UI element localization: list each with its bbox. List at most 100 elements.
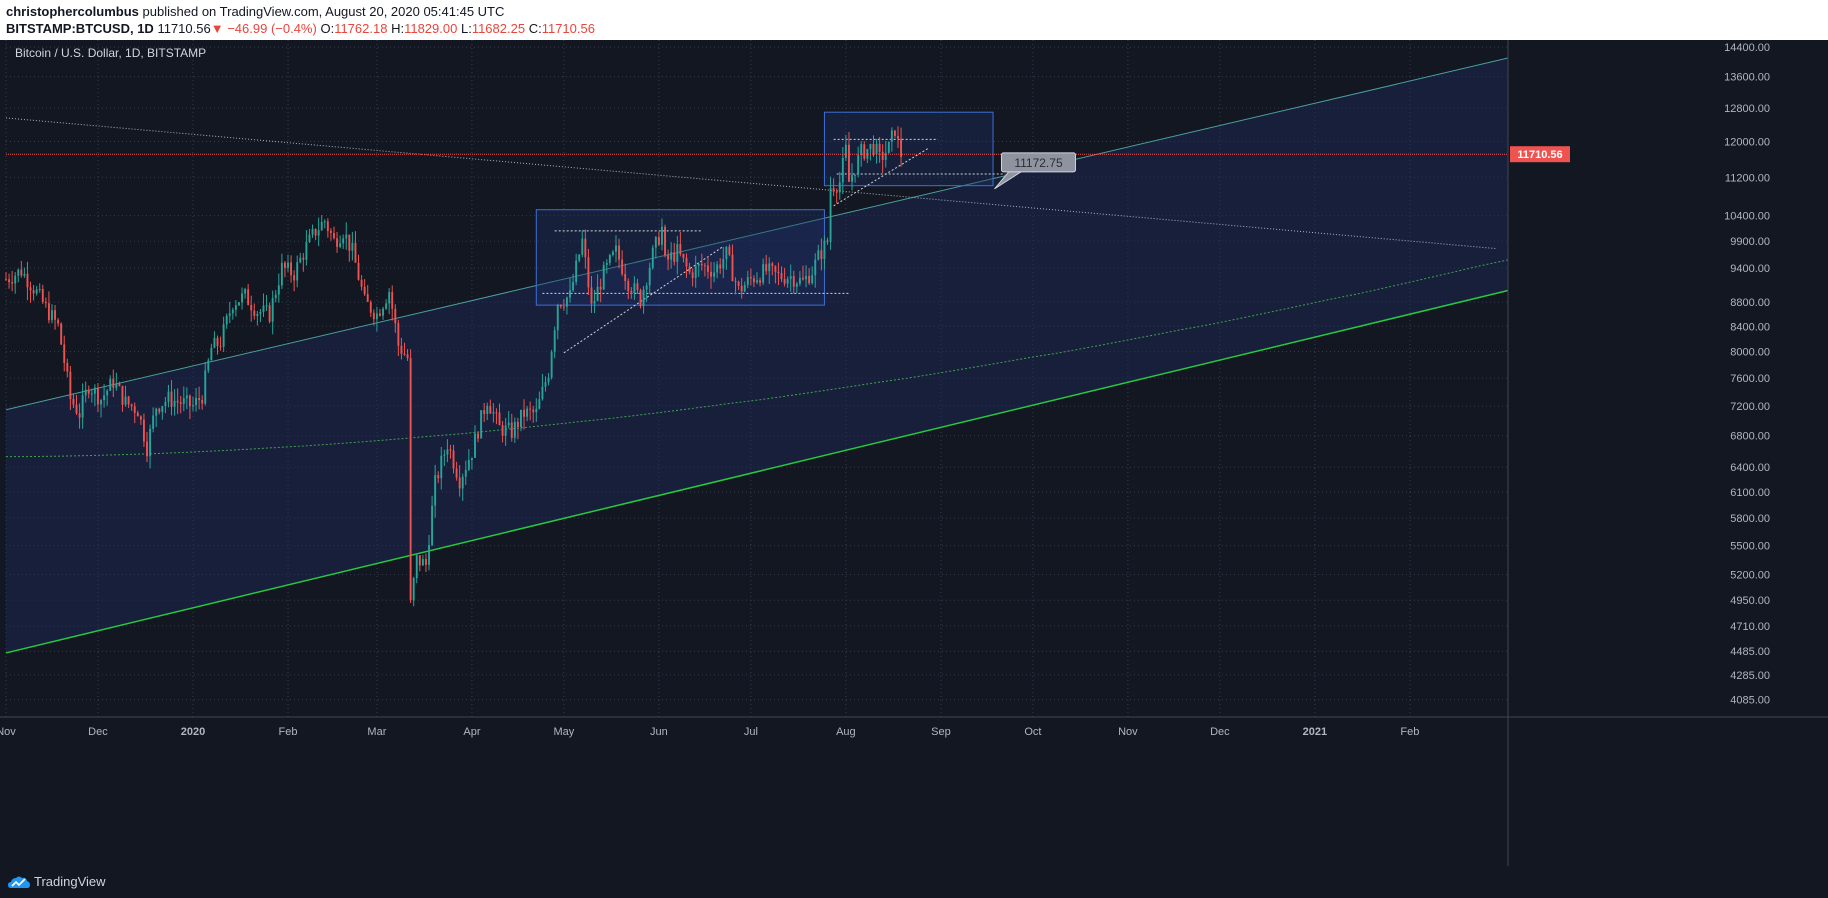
candle-body (501, 425, 504, 436)
y-tick-label: 8800.00 (1730, 297, 1770, 309)
candle-body (75, 404, 78, 414)
candle-body (57, 319, 60, 324)
candle-body (884, 153, 887, 160)
candle-body (210, 347, 213, 361)
candle-body (26, 273, 29, 288)
candle-body (142, 419, 145, 442)
channel-fill (6, 58, 1508, 653)
x-tick-label: Oct (1024, 726, 1041, 738)
candle-body (305, 241, 308, 260)
candle-body (287, 262, 289, 268)
candle-body (802, 277, 804, 280)
candle-body (253, 310, 256, 316)
candle-body (302, 257, 305, 260)
support-trend-line (5, 289, 1509, 654)
x-tick-label: Nov (0, 726, 16, 738)
candle-body (333, 232, 335, 239)
time-axis[interactable]: Nov Dec 2020 Feb Mar Apr May Jun Jul Aug Sep Oct Nov… (0, 716, 1828, 738)
open-value: 11762.18 (334, 21, 388, 36)
price-axis[interactable]: 4085.00 4285.00 4485.00 4710.00 4950.00 5200.… (1507, 40, 1770, 866)
candle-body (161, 406, 164, 412)
candle-body (544, 382, 547, 387)
candle-body (274, 294, 277, 299)
chart-title: Bitcoin / U.S. Dollar, 1D, BITSTAMP (15, 46, 206, 60)
candle-body (523, 409, 525, 417)
tradingview-logo[interactable]: TradingView (8, 874, 106, 889)
y-tick-label: 6400.00 (1730, 462, 1770, 474)
candle-body (47, 303, 50, 321)
candle-body (731, 254, 734, 282)
candle-body (339, 243, 342, 247)
candle-body (195, 397, 197, 406)
candle-body (667, 254, 670, 260)
candle-body (103, 395, 106, 401)
y-tick-label: 4285.00 (1730, 670, 1770, 682)
candle-body (510, 422, 513, 438)
candle-body (418, 555, 421, 566)
overlay-layer: 11710.56 11172.75 (6, 146, 1570, 190)
low-value: 11682.25 (471, 21, 526, 36)
candle-body (654, 237, 657, 248)
candle-body (345, 234, 348, 239)
x-tick-label: Nov (1118, 726, 1138, 738)
candle-body (627, 280, 630, 292)
price-chart[interactable]: 11710.56 11172.75 4085.00 4285.00 4485.00 47… (0, 40, 1828, 866)
candle-body (483, 410, 486, 414)
descending-trend-line (5, 117, 1496, 250)
candle-body (737, 281, 740, 286)
candle-body (887, 141, 890, 154)
candle-body (860, 144, 863, 155)
x-tick-label: Dec (88, 726, 108, 738)
candle-body (587, 257, 590, 288)
footer-bar: TradingView (0, 866, 1828, 898)
candle-body (299, 257, 302, 263)
callout-box (1000, 152, 1076, 173)
candle-body (682, 253, 685, 258)
candle-body (688, 266, 691, 273)
y-tick-label: 12000.00 (1724, 137, 1770, 149)
candle-body (826, 240, 829, 242)
candle-body (513, 421, 516, 438)
candle-body (348, 234, 351, 251)
candle-body (164, 401, 167, 407)
publisher-name[interactable]: christophercolumbus (6, 4, 139, 19)
candle-body (900, 138, 903, 157)
candle-body (121, 385, 124, 405)
candle-body (41, 289, 44, 303)
candle-body (5, 279, 7, 281)
candle-body (158, 408, 161, 412)
y-tick-label: 13600.00 (1724, 72, 1770, 84)
callout-label: 11172.75 (1014, 156, 1063, 170)
candle-body (486, 405, 489, 414)
high-label: H: (391, 21, 405, 36)
candle-body (844, 144, 847, 159)
candle-body (87, 389, 90, 394)
candle-body (854, 174, 857, 176)
candle-body (780, 273, 783, 280)
candle-body (271, 298, 274, 322)
high-value: 11829.00 (404, 21, 458, 36)
candle-body (256, 313, 259, 316)
candle-body (492, 412, 495, 414)
candle-body (124, 396, 127, 405)
candle-body (841, 158, 844, 183)
candle-body (176, 400, 179, 403)
candle-body (372, 312, 375, 320)
candle-body (820, 250, 823, 260)
candle-body (201, 399, 204, 404)
candle-body (385, 303, 388, 309)
candle-body (403, 353, 406, 355)
candle-body (633, 283, 636, 294)
candle-body (244, 289, 247, 294)
x-tick-label: Dec (1210, 726, 1230, 738)
y-tick-label: 8000.00 (1730, 347, 1770, 359)
candle-body (869, 143, 872, 149)
candle-body (713, 272, 716, 277)
candle-body (238, 302, 240, 306)
candle-body (480, 410, 483, 439)
candle-body (878, 143, 881, 152)
candle-body (823, 240, 826, 260)
candle-body (23, 273, 26, 276)
candle-body (51, 310, 53, 321)
candle-body (584, 238, 587, 258)
